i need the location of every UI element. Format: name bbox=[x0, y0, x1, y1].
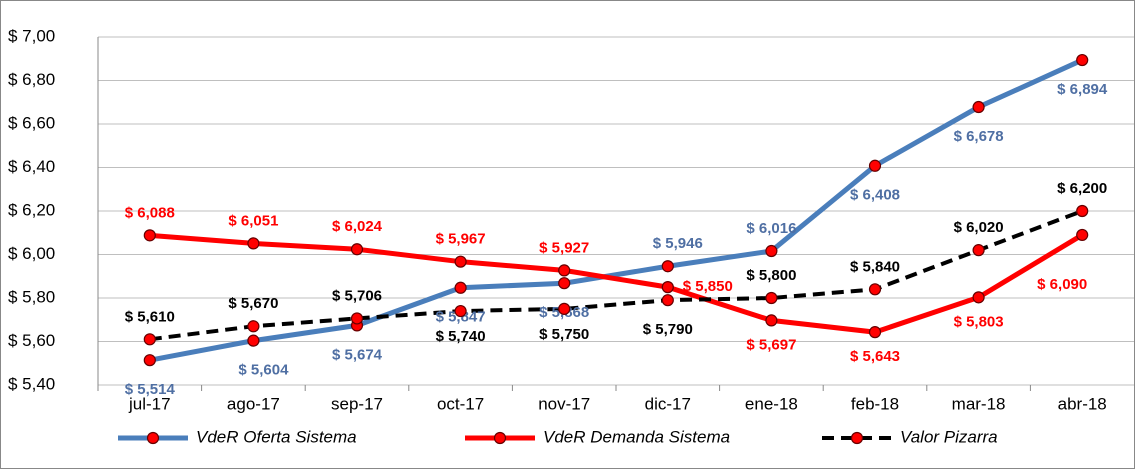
marker bbox=[350, 312, 364, 325]
data-label: $ 5,927 bbox=[539, 239, 589, 256]
marker bbox=[454, 281, 467, 294]
marker bbox=[868, 326, 882, 339]
legend-label: VdeR Demanda Sistema bbox=[543, 427, 730, 446]
marker bbox=[1076, 228, 1089, 242]
x-tick-label: jul-17 bbox=[128, 394, 171, 413]
x-tick-label: ene-18 bbox=[745, 394, 798, 413]
data-label: $ 5,514 bbox=[125, 381, 176, 398]
x-tick-label: sep-17 bbox=[331, 394, 383, 413]
x-tick-label: abr-18 bbox=[1058, 394, 1107, 413]
data-label: $ 5,604 bbox=[238, 362, 289, 379]
data-label: $ 6,200 bbox=[1057, 180, 1107, 197]
data-label: $ 5,946 bbox=[653, 235, 703, 252]
data-label: $ 5,803 bbox=[954, 313, 1004, 330]
marker bbox=[143, 229, 156, 242]
marker bbox=[661, 260, 674, 273]
data-label: $ 5,610 bbox=[125, 308, 175, 325]
data-label: $ 5,706 bbox=[332, 287, 382, 304]
data-label: $ 6,678 bbox=[954, 128, 1004, 145]
series-line bbox=[149, 209, 1083, 342]
marker bbox=[972, 100, 985, 114]
marker bbox=[1076, 53, 1089, 67]
data-label: $ 6,020 bbox=[954, 219, 1004, 236]
legend-marker bbox=[146, 431, 160, 445]
marker bbox=[247, 320, 260, 333]
marker bbox=[558, 302, 571, 315]
marker bbox=[765, 291, 778, 305]
data-label: $ 5,697 bbox=[746, 336, 796, 353]
y-tick-label: $ 5,60 bbox=[8, 331, 55, 350]
y-tick-label: $ 6,80 bbox=[8, 70, 55, 89]
marker bbox=[143, 333, 156, 346]
marker bbox=[558, 264, 571, 277]
data-label: $ 5,670 bbox=[228, 295, 278, 312]
data-label: $ 6,894 bbox=[1057, 81, 1108, 98]
data-label: $ 6,408 bbox=[850, 187, 900, 204]
data-label: $ 5,643 bbox=[850, 348, 900, 365]
marker bbox=[143, 354, 156, 367]
y-tick-label: $ 6,40 bbox=[8, 157, 55, 176]
data-label: $ 5,847 bbox=[436, 309, 486, 326]
data-label: $ 5,674 bbox=[332, 346, 383, 363]
marker bbox=[765, 314, 778, 327]
x-tick-label: mar-18 bbox=[952, 394, 1006, 413]
marker bbox=[247, 237, 260, 250]
legend-marker bbox=[493, 431, 507, 445]
marker bbox=[247, 334, 260, 347]
y-tick-label: $ 6,00 bbox=[8, 244, 55, 263]
marker bbox=[972, 291, 985, 304]
x-tick-label: oct-17 bbox=[437, 394, 484, 413]
x-tick-label: dic-17 bbox=[645, 394, 691, 413]
series-line bbox=[149, 232, 1084, 335]
series-line bbox=[149, 57, 1084, 363]
y-tick-label: $ 5,80 bbox=[8, 287, 55, 306]
legend-marker bbox=[850, 431, 864, 445]
data-label: $ 5,967 bbox=[436, 231, 486, 248]
y-tick-label: $ 7,00 bbox=[8, 26, 55, 45]
marker bbox=[454, 255, 467, 268]
data-label: $ 5,800 bbox=[746, 267, 796, 284]
legend-label: VdeR Oferta Sistema bbox=[196, 427, 357, 446]
marker bbox=[454, 304, 467, 318]
data-label: $ 5,740 bbox=[436, 328, 486, 345]
legend-label: Valor Pizarra bbox=[900, 427, 998, 446]
marker bbox=[765, 244, 778, 258]
data-label: $ 6,088 bbox=[125, 204, 175, 221]
x-tick-label: ago-17 bbox=[227, 394, 280, 413]
x-tick-label: nov-17 bbox=[538, 394, 590, 413]
data-label: $ 5,850 bbox=[683, 278, 733, 295]
data-label: $ 6,090 bbox=[1037, 276, 1087, 293]
data-label: $ 5,790 bbox=[643, 321, 693, 338]
data-label: $ 6,051 bbox=[228, 212, 278, 229]
marker bbox=[558, 277, 571, 290]
marker bbox=[661, 294, 674, 307]
data-label: $ 5,840 bbox=[850, 258, 900, 275]
data-label: $ 6,016 bbox=[746, 220, 796, 237]
y-tick-label: $ 5,40 bbox=[8, 374, 55, 393]
marker bbox=[350, 243, 364, 256]
marker bbox=[868, 283, 882, 296]
marker bbox=[868, 159, 882, 172]
data-label: $ 6,024 bbox=[332, 218, 383, 235]
y-tick-label: $ 6,20 bbox=[8, 200, 55, 219]
marker bbox=[661, 281, 674, 294]
marker bbox=[972, 244, 985, 257]
y-tick-label: $ 6,60 bbox=[8, 113, 55, 132]
data-label: $ 5,750 bbox=[539, 326, 589, 343]
x-tick-label: feb-18 bbox=[851, 394, 899, 413]
marker bbox=[1076, 204, 1089, 218]
